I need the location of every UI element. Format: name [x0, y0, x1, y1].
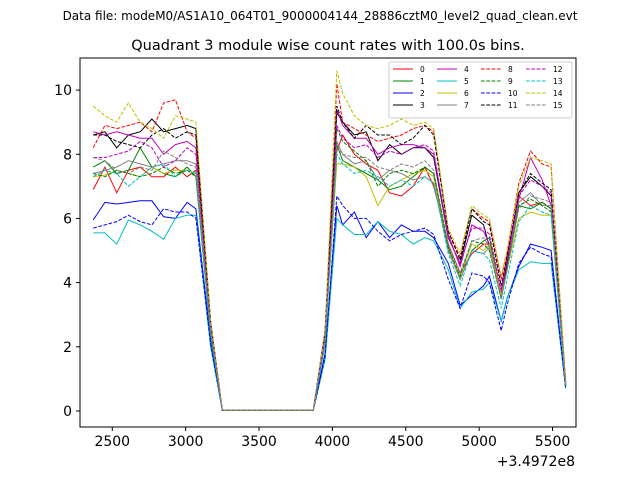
y-tick-label: 8	[63, 147, 72, 163]
x-tick-label: 5000	[461, 434, 497, 450]
x-tick-label: 4500	[388, 434, 424, 450]
legend-label-13: 13	[553, 77, 563, 86]
x-tick-label: 3000	[168, 434, 204, 450]
legend-label-2: 2	[420, 89, 425, 98]
y-axis: 0 2 4 6 8 10	[54, 83, 80, 420]
plot-frame	[79, 57, 577, 428]
series-line-11	[93, 105, 567, 411]
legend-label-8: 8	[508, 65, 513, 74]
series-line-14	[92, 70, 567, 411]
legend-box	[388, 61, 573, 119]
x-axis: 2500 3000 3500 4000 4500 5000 5500	[94, 427, 570, 450]
legend-label-7: 7	[464, 101, 469, 110]
y-tick-label: 2	[63, 340, 72, 356]
legend-label-0: 0	[420, 65, 425, 74]
x-tick-label: 5500	[535, 434, 571, 450]
legend-label-4: 4	[464, 65, 469, 74]
y-tick-label: 4	[63, 276, 72, 292]
legend-label-11: 11	[508, 101, 518, 110]
data-file-label: Data file: modeM0/AS1A10_064T01_90000041…	[63, 9, 578, 23]
chart-title: Quadrant 3 module wise count rates with …	[131, 38, 525, 54]
legend-label-1: 1	[420, 77, 425, 86]
x-offset-label: +3.4972e8	[497, 454, 575, 470]
legend-label-6: 6	[464, 89, 469, 98]
legend-label-12: 12	[553, 65, 563, 74]
series-line-6	[93, 163, 567, 411]
legend-label-10: 10	[508, 89, 518, 98]
legend-label-15: 15	[553, 101, 563, 110]
series-line-15	[93, 146, 567, 411]
y-tick-label: 10	[54, 83, 72, 99]
x-tick-label: 3500	[241, 434, 277, 450]
legend-label-9: 9	[508, 77, 513, 86]
legend-label-14: 14	[553, 89, 563, 98]
legend-label-5: 5	[464, 77, 469, 86]
y-tick-label: 6	[63, 211, 72, 227]
series-line-12	[93, 125, 567, 411]
series-lines	[92, 70, 567, 411]
legend-label-3: 3	[420, 101, 425, 110]
x-tick-label: 4000	[315, 434, 351, 450]
y-tick-label: 0	[63, 404, 72, 420]
x-tick-label: 2500	[94, 434, 130, 450]
series-line-10	[93, 194, 567, 411]
